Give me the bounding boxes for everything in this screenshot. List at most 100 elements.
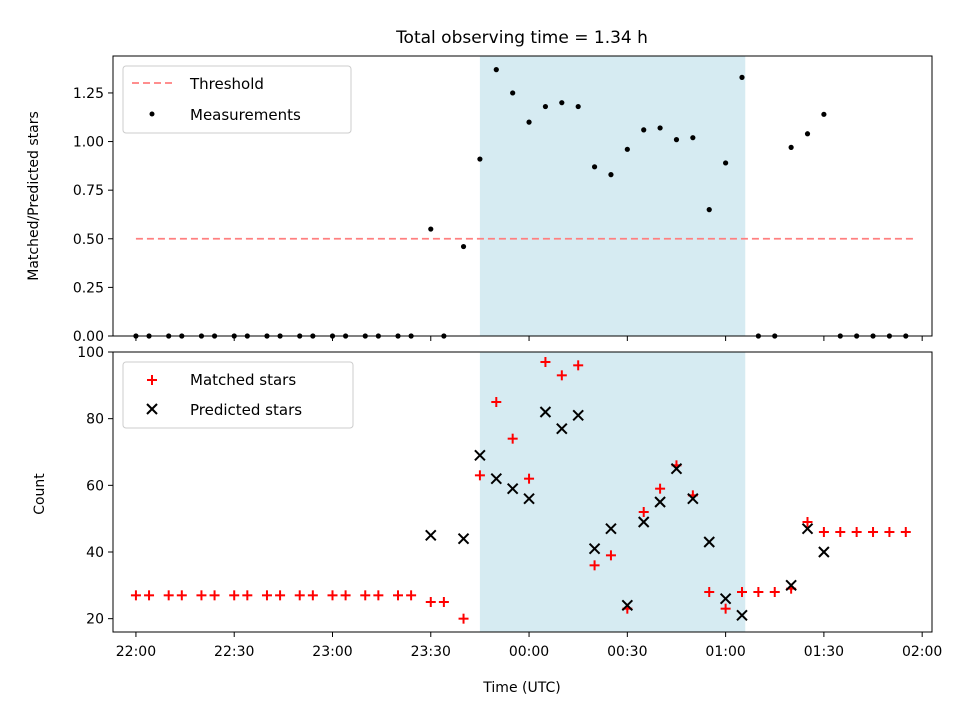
count-legend-box bbox=[122, 361, 354, 429]
matched-star-point bbox=[900, 527, 911, 537]
measurement-point bbox=[493, 67, 499, 73]
measurement-point bbox=[804, 131, 811, 137]
measurement-point bbox=[657, 125, 663, 131]
predicted-star-point bbox=[588, 542, 601, 555]
matched-star-points bbox=[130, 357, 911, 624]
x-tick-label: 00:00 bbox=[509, 644, 549, 660]
matched-star-point bbox=[540, 357, 551, 367]
matched-star-point bbox=[163, 590, 174, 601]
predicted-star-point bbox=[572, 409, 584, 422]
count-highlight-span bbox=[479, 352, 746, 632]
matched-star-point bbox=[736, 587, 747, 597]
matched-star-point bbox=[638, 507, 649, 517]
matched-star-point bbox=[307, 590, 318, 601]
matched-star-point bbox=[261, 590, 272, 601]
legend-matched-swatch bbox=[147, 375, 157, 385]
matched-star-point bbox=[425, 597, 436, 607]
matched-star-point bbox=[868, 527, 879, 537]
ratio-x-axis-ticks bbox=[135, 336, 923, 341]
matched-star-point bbox=[275, 590, 286, 601]
predicted-star-point bbox=[703, 536, 715, 548]
predicted-star-point bbox=[556, 422, 568, 435]
predicted-star-point bbox=[638, 516, 650, 528]
ratio-legend-box bbox=[122, 65, 352, 134]
matched-star-point bbox=[327, 590, 338, 601]
matched-star-point bbox=[438, 597, 449, 607]
matched-star-point bbox=[294, 590, 305, 601]
count-y-axis-ticks: 20 40 60 80 100 bbox=[77, 345, 113, 628]
matched-star-point bbox=[573, 360, 584, 371]
count-legend: Matched stars Predicted stars bbox=[122, 361, 354, 429]
ratio-panel: 0.00 0.25 0.50 0.75 1.00 1.25 Matched/Predict… bbox=[26, 55, 933, 345]
ratio-highlight-span bbox=[479, 56, 746, 336]
measurement-point bbox=[575, 103, 581, 110]
matched-star-point bbox=[769, 587, 780, 597]
matched-star-point bbox=[144, 590, 155, 601]
measurement-point bbox=[608, 172, 614, 178]
chart-title: Total observing time = 1.34 h bbox=[395, 28, 648, 48]
matched-star-point bbox=[209, 590, 220, 601]
matched-star-point bbox=[229, 590, 240, 601]
matched-star-point bbox=[524, 473, 535, 484]
predicted-star-point bbox=[687, 492, 699, 505]
matched-star-point bbox=[393, 590, 404, 601]
x-tick-label: 00:30 bbox=[607, 644, 647, 660]
measurement-point bbox=[477, 156, 483, 162]
predicted-star-point bbox=[506, 482, 519, 495]
predicted-star-point bbox=[425, 529, 437, 542]
y-tick-label: 60 bbox=[86, 478, 104, 494]
matched-star-point bbox=[835, 527, 846, 537]
measurement-point bbox=[788, 144, 794, 150]
measurement-point bbox=[591, 164, 598, 170]
predicted-star-point bbox=[539, 406, 552, 418]
matched-star-point bbox=[802, 517, 813, 527]
count-x-axis-label: Time (UTC) bbox=[482, 680, 560, 696]
predicted-star-point bbox=[785, 579, 797, 592]
predicted-star-point bbox=[719, 592, 732, 605]
measurement-point bbox=[460, 243, 467, 250]
legend-predicted-label: Predicted stars bbox=[190, 401, 302, 419]
predicted-star-point bbox=[818, 546, 830, 558]
y-tick-label: 100 bbox=[77, 345, 104, 361]
measurement-point bbox=[673, 137, 680, 143]
y-tick-label: 0.75 bbox=[73, 183, 104, 199]
matched-star-point bbox=[474, 470, 485, 481]
x-tick-label: 22:30 bbox=[214, 644, 254, 660]
measurement-point bbox=[723, 160, 729, 166]
measurement-points bbox=[133, 67, 909, 339]
x-tick-label: 22:00 bbox=[116, 644, 156, 660]
count-plot-frame bbox=[112, 351, 933, 633]
x-tick-label: 23:00 bbox=[312, 644, 352, 660]
matched-star-point bbox=[491, 397, 502, 407]
measurement-point bbox=[510, 90, 516, 96]
measurement-point bbox=[559, 100, 565, 106]
matched-star-point bbox=[753, 587, 764, 597]
measurement-point bbox=[526, 119, 532, 125]
predicted-star-point bbox=[457, 532, 470, 545]
matched-star-point bbox=[196, 590, 207, 601]
matched-star-point bbox=[373, 590, 384, 601]
matched-star-point bbox=[130, 590, 141, 601]
ratio-y-axis-ticks: 0.00 0.25 0.50 0.75 1.00 1.25 bbox=[73, 86, 113, 345]
matched-star-point bbox=[242, 590, 253, 601]
predicted-star-point bbox=[523, 492, 535, 505]
y-tick-label: 20 bbox=[86, 612, 104, 628]
count-panel: 20 40 60 80 100 22:00 22:30 23:00 23:30 00:00 00:… bbox=[32, 345, 942, 696]
matched-star-point bbox=[884, 527, 895, 537]
matched-star-point bbox=[176, 590, 187, 601]
y-tick-label: 0.50 bbox=[73, 232, 104, 248]
ratio-legend: Threshold Measurements bbox=[122, 65, 352, 134]
measurement-point bbox=[739, 74, 745, 80]
matched-star-point bbox=[556, 370, 567, 381]
matched-star-point bbox=[458, 613, 469, 624]
ratio-plot-frame bbox=[112, 55, 933, 337]
predicted-star-point bbox=[621, 599, 634, 612]
x-tick-label: 23:30 bbox=[411, 644, 451, 660]
predicted-star-point bbox=[605, 522, 617, 535]
matched-star-point bbox=[704, 587, 715, 597]
predicted-star-point bbox=[736, 609, 748, 622]
y-tick-label: 1.00 bbox=[73, 135, 104, 151]
measurement-point bbox=[706, 207, 712, 213]
x-tick-label: 01:30 bbox=[804, 644, 844, 660]
y-tick-label: 0.25 bbox=[73, 280, 104, 296]
